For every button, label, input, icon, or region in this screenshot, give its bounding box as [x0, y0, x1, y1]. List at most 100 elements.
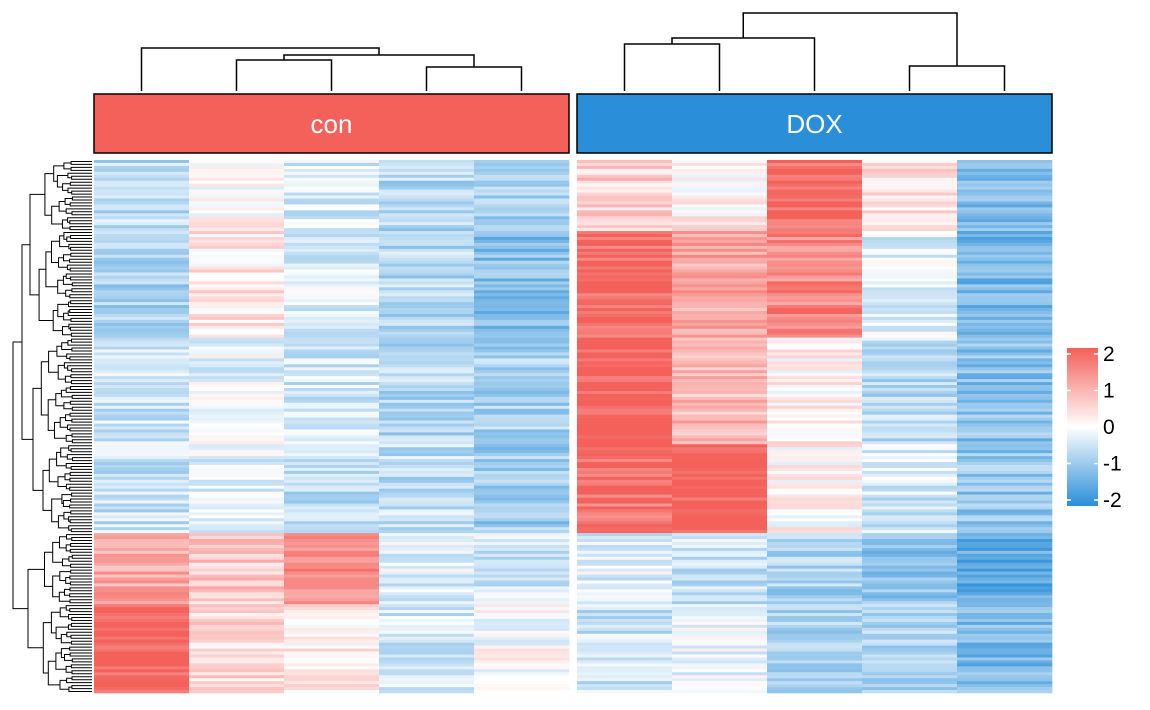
heatmap-cell [379, 290, 475, 294]
heatmap-cell [189, 162, 285, 167]
heatmap-cell [474, 376, 570, 380]
dendrogram-branch [66, 677, 92, 684]
heatmap-cell [672, 269, 768, 273]
heatmap-cell [577, 352, 673, 356]
heatmap-cell [284, 263, 380, 267]
heatmap-cell [189, 210, 285, 214]
heatmap-cell [94, 568, 190, 572]
heatmap-cell [672, 225, 768, 229]
dendrogram-branch [70, 332, 92, 337]
heatmap-cell [767, 266, 863, 270]
heatmap-cell [577, 447, 673, 451]
heatmap-cell [767, 473, 863, 478]
heatmap-cell [94, 527, 190, 531]
heatmap-cell [474, 245, 570, 250]
heatmap-cell [672, 568, 768, 572]
heatmap-cell [862, 272, 958, 276]
heatmap-cell [94, 633, 190, 638]
heatmap-cell [862, 405, 958, 410]
heatmap-cell [672, 681, 768, 685]
heatmap-cell [379, 630, 475, 635]
heatmap-cell [94, 515, 190, 519]
heatmap-cell [767, 539, 863, 543]
heatmap-cell [284, 382, 380, 386]
heatmap-cell [474, 364, 570, 368]
heatmap-cell [862, 177, 958, 182]
heatmap-cell [189, 494, 285, 498]
heatmap-cell [474, 485, 570, 489]
heatmap-cell [284, 544, 380, 549]
heatmap-cell [474, 352, 570, 356]
heatmap-cell [284, 423, 380, 427]
heatmap-cell [862, 316, 958, 321]
heatmap-cell [767, 553, 863, 558]
heatmap-cell [957, 162, 1053, 167]
heatmap-cell [577, 544, 673, 549]
heatmap-cell [94, 269, 190, 273]
heatmap-cell [957, 370, 1053, 374]
heatmap-cell [577, 459, 673, 463]
heatmap-cell [189, 192, 285, 196]
heatmap-cell [577, 195, 673, 199]
heatmap-cell [94, 361, 190, 365]
dendrogram-branch [69, 471, 92, 476]
heatmap-cell [577, 521, 673, 525]
heatmap-cell [94, 426, 190, 430]
heatmap-cell [767, 379, 863, 383]
heatmap-cell [474, 272, 570, 276]
heatmap-cell [672, 201, 768, 205]
heatmap-cell [284, 225, 380, 229]
heatmap-cell [767, 269, 863, 273]
heatmap-cell [957, 222, 1053, 226]
heatmap-cell [767, 645, 863, 649]
heatmap-cell [862, 660, 958, 664]
dendrogram-branch [70, 235, 92, 239]
heatmap-cell [767, 678, 863, 682]
heatmap-cell [767, 390, 863, 395]
heatmap-cell [474, 601, 570, 605]
heatmap-cell [379, 204, 475, 208]
heatmap-cell [957, 598, 1053, 602]
heatmap-cell [767, 690, 863, 694]
heatmap-cell [284, 311, 380, 315]
heatmap-cell [767, 586, 863, 590]
heatmap-cell [957, 195, 1053, 199]
heatmap-cell [672, 393, 768, 398]
heatmap-cell [767, 228, 863, 232]
heatmap-cell [284, 388, 380, 392]
heatmap-cell [379, 565, 475, 569]
heatmap-cell [379, 242, 475, 247]
heatmap-cell [379, 313, 475, 318]
heatmap-cell [862, 648, 958, 652]
heatmap-cell [94, 373, 190, 377]
heatmap-cell [577, 278, 673, 282]
heatmap-cell [862, 343, 958, 347]
heatmap-cell [189, 503, 285, 507]
heatmap-cell [474, 319, 570, 324]
heatmap-cell [94, 521, 190, 525]
heatmap-cell [767, 583, 863, 587]
heatmap-cell [862, 355, 958, 359]
heatmap-cell [957, 414, 1053, 418]
heatmap-cell [284, 201, 380, 205]
heatmap-cell [284, 257, 380, 261]
heatmap-cell [189, 527, 285, 531]
heatmap-cell [379, 621, 475, 626]
dendrogram-branch [70, 317, 92, 322]
heatmap-cell [189, 485, 285, 489]
heatmap-cell [672, 367, 768, 371]
heatmap-cell [862, 536, 958, 540]
heatmap-cell [862, 527, 958, 531]
heatmap-cell [94, 580, 190, 584]
heatmap-cell [672, 456, 768, 460]
heatmap-cell [284, 195, 380, 199]
heatmap-cell [94, 195, 190, 199]
heatmap-cell [767, 334, 863, 338]
heatmap-cell [957, 639, 1053, 643]
heatmap-cell [379, 192, 475, 196]
heatmap-cell [672, 539, 768, 543]
heatmap-cell [862, 577, 958, 581]
heatmap-cell [379, 456, 475, 460]
heatmap-cell [862, 444, 958, 448]
dendrogram-branch [53, 165, 64, 182]
